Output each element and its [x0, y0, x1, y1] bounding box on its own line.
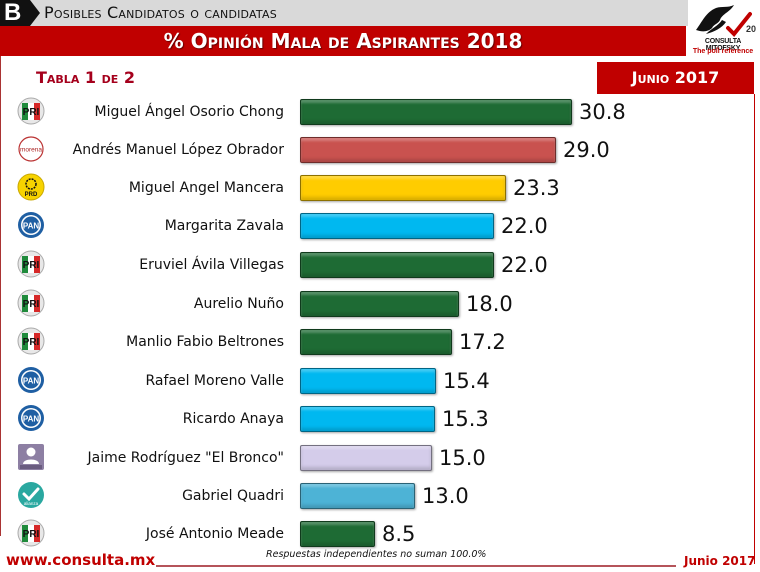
bar-value: 23.3 [513, 176, 560, 200]
candidate-name: Miguel Ángel Osorio Chong [94, 104, 285, 120]
candidate-name: Gabriel Quadri [182, 488, 284, 504]
date-badge: Junio 2017 [597, 62, 754, 94]
bar-nueva-alianza [300, 483, 415, 509]
candidate-name: Aurelio Nuño [193, 296, 284, 312]
bar-value: 29.0 [563, 138, 610, 162]
svg-text:PRI: PRI [23, 529, 40, 540]
footer-divider [156, 565, 676, 567]
prd-logo-icon: PRD [17, 173, 45, 201]
section-subtitle: Posibles Candidatos o candidatas [44, 3, 277, 22]
pri-logo-icon: PRI [17, 97, 45, 125]
section-badge-arrow [30, 0, 40, 26]
chart-row: PRI José Antonio Meade 8.5 [0, 519, 754, 557]
section-badge: B [0, 0, 30, 26]
bar-value: 13.0 [422, 484, 469, 508]
logo-tagline: The poll reference [692, 48, 754, 55]
candidate-name: Manlio Fabio Beltrones [126, 334, 284, 350]
logo-mark-icon [696, 5, 752, 37]
chart-row: alianza Gabriel Quadri 13.0 [0, 481, 754, 519]
bar-prd [300, 175, 506, 201]
nueva-alianza-logo-icon: alianza [17, 481, 45, 509]
candidate-name: Margarita Zavala [164, 218, 284, 234]
independent-candidate-icon [17, 443, 45, 471]
bar-value: 17.2 [459, 330, 506, 354]
bar-pri [300, 252, 494, 278]
svg-text:PRI: PRI [23, 299, 40, 310]
section-header-bar [0, 0, 688, 26]
svg-text:PAN: PAN [23, 377, 40, 386]
pri-logo-icon: PRI [17, 327, 45, 355]
bar-value: 15.0 [439, 446, 486, 470]
bar-value: 15.4 [443, 369, 490, 393]
candidate-name: Ricardo Anaya [182, 411, 284, 427]
bar-pri [300, 521, 375, 547]
bar-independiente [300, 445, 432, 471]
bar-value: 22.0 [501, 253, 548, 277]
frame-left-border [0, 56, 1, 536]
candidate-name: Rafael Moreno Valle [145, 373, 284, 389]
bar-pan [300, 368, 436, 394]
logo-brand: CONSULTA MITOFSKY [704, 38, 742, 52]
pri-logo-icon: PRI [17, 289, 45, 317]
candidate-name: Eruviel Ávila Villegas [139, 257, 284, 273]
chart-row: PAN Rafael Moreno Valle 15.4 [0, 366, 754, 404]
bar-pan [300, 406, 435, 432]
chart-row: PRD Miguel Angel Mancera 23.3 [0, 173, 754, 211]
svg-text:alianza: alianza [24, 501, 39, 506]
frame-right-border [754, 94, 755, 564]
bar-value: 30.8 [579, 100, 626, 124]
svg-text:PAN: PAN [23, 415, 40, 424]
bar-morena [300, 137, 556, 163]
footer-note: Respuestas independientes no suman 100.0… [266, 549, 487, 560]
bar-value: 22.0 [501, 214, 548, 238]
table-label: Tabla 1 de 2 [36, 68, 135, 87]
footer-date: Junio 2017 [684, 554, 756, 568]
candidate-name: Miguel Angel Mancera [128, 180, 284, 196]
bar-pri [300, 291, 459, 317]
pri-logo-icon: PRI [17, 250, 45, 278]
bar-value: 8.5 [382, 522, 416, 546]
bar-pri [300, 329, 452, 355]
chart-title: % Opinión Mala de Aspirantes 2018 [163, 29, 523, 53]
chart-row: Jaime Rodríguez "El Bronco" 15.0 [0, 443, 754, 481]
candidate-name: Andrés Manuel López Obrador [72, 142, 284, 158]
chart-row: PAN Margarita Zavala 22.0 [0, 211, 754, 249]
footer-website-link[interactable]: www.consulta.mx [6, 551, 156, 569]
candidate-name: Jaime Rodríguez "El Bronco" [87, 450, 285, 466]
svg-text:PRI: PRI [23, 107, 40, 118]
pan-logo-icon: PAN [17, 404, 45, 432]
morena-logo-icon: morena [17, 135, 45, 163]
chart-row: PAN Ricardo Anaya 15.3 [0, 404, 754, 442]
svg-text:PRI: PRI [23, 337, 40, 348]
pan-logo-icon: PAN [17, 211, 45, 239]
title-bar: % Opinión Mala de Aspirantes 2018 [0, 26, 686, 56]
chart-row: morena Andrés Manuel López Obrador 29.0 [0, 135, 754, 173]
chart-row: PRI Eruviel Ávila Villegas 22.0 [0, 250, 754, 288]
chart-row: PRI Aurelio Nuño 18.0 [0, 289, 754, 327]
bar-value: 15.3 [442, 407, 489, 431]
pan-logo-icon: PAN [17, 366, 45, 394]
consulta-mitofsky-logo: 20 CONSULTA MITOFSKY The poll reference [688, 0, 760, 60]
svg-text:PAN: PAN [23, 222, 40, 231]
candidate-name: José Antonio Meade [145, 526, 284, 542]
chart-row: PRI Manlio Fabio Beltrones 17.2 [0, 327, 754, 365]
bar-pri [300, 99, 572, 125]
chart-row: PRI Miguel Ángel Osorio Chong 30.8 [0, 97, 754, 135]
svg-text:PRI: PRI [23, 260, 40, 271]
svg-text:morena: morena [20, 147, 42, 154]
pri-logo-icon: PRI [17, 519, 45, 547]
bar-pan [300, 213, 494, 239]
svg-text:PRD: PRD [25, 192, 38, 198]
anniversary-label: 20 [746, 24, 757, 34]
bar-value: 18.0 [466, 292, 513, 316]
